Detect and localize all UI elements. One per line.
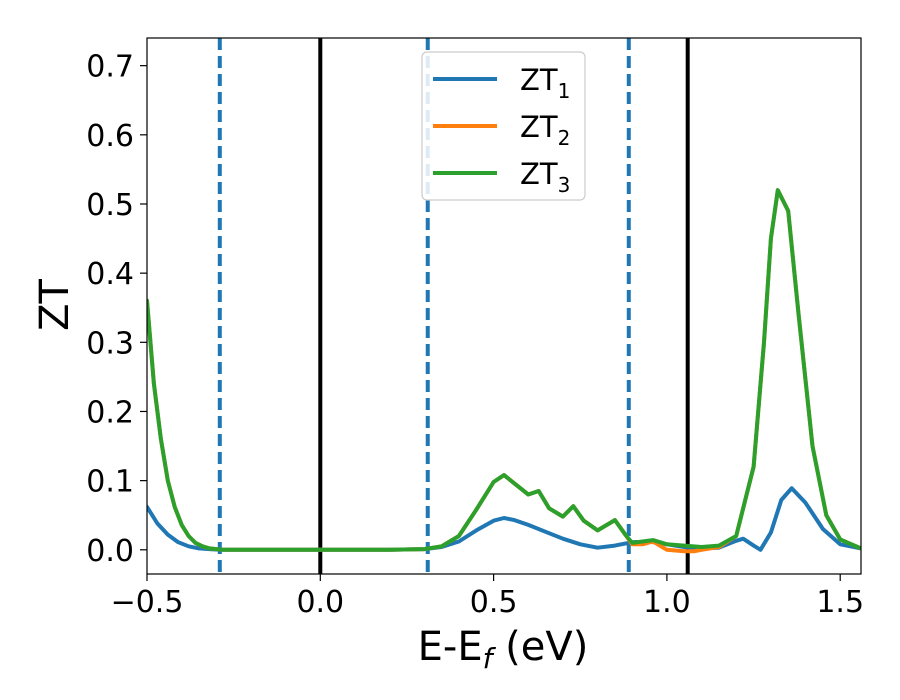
x-tick-label: −0.5 bbox=[111, 585, 184, 620]
y-axis: 0.0 0.1 0.2 0.3 0.4 0.5 0.6 0.7 bbox=[86, 50, 147, 569]
y-tick-label: 0.1 bbox=[86, 465, 134, 500]
x-axis-title: E-Ef (eV) bbox=[418, 624, 589, 675]
x-tick-label: 0.0 bbox=[296, 585, 344, 620]
legend-label-1: ZT1 bbox=[520, 63, 570, 103]
y-tick-label: 0.4 bbox=[86, 257, 134, 292]
legend: ZT1 ZT2 ZT3 bbox=[421, 51, 586, 201]
y-tick-label: 0.6 bbox=[86, 119, 134, 154]
x-axis: −0.5 0.0 0.5 1.0 1.5 bbox=[111, 574, 864, 620]
y-axis-title: ZT bbox=[32, 279, 78, 331]
series-line-1 bbox=[147, 486, 861, 552]
legend-label-2: ZT2 bbox=[520, 110, 570, 150]
plot-frame bbox=[146, 37, 862, 575]
x-tick-label: 0.5 bbox=[470, 585, 518, 620]
series-line-3 bbox=[147, 188, 861, 552]
legend-box bbox=[421, 51, 586, 201]
plot-area bbox=[147, 38, 861, 574]
y-tick-label: 0.2 bbox=[86, 395, 134, 430]
x-axis-title-unit: (eV) bbox=[492, 624, 588, 670]
x-axis-title-main: E-E bbox=[418, 624, 483, 670]
x-tick-label: 1.5 bbox=[816, 585, 864, 620]
legend-label-3: ZT3 bbox=[520, 157, 570, 197]
x-tick-label: 1.0 bbox=[643, 585, 691, 620]
series-line-2 bbox=[147, 188, 861, 554]
y-tick-label: 0.0 bbox=[86, 534, 134, 569]
y-tick-label: 0.7 bbox=[86, 50, 134, 85]
y-tick-label: 0.5 bbox=[86, 188, 134, 223]
y-tick-label: 0.3 bbox=[86, 326, 134, 361]
